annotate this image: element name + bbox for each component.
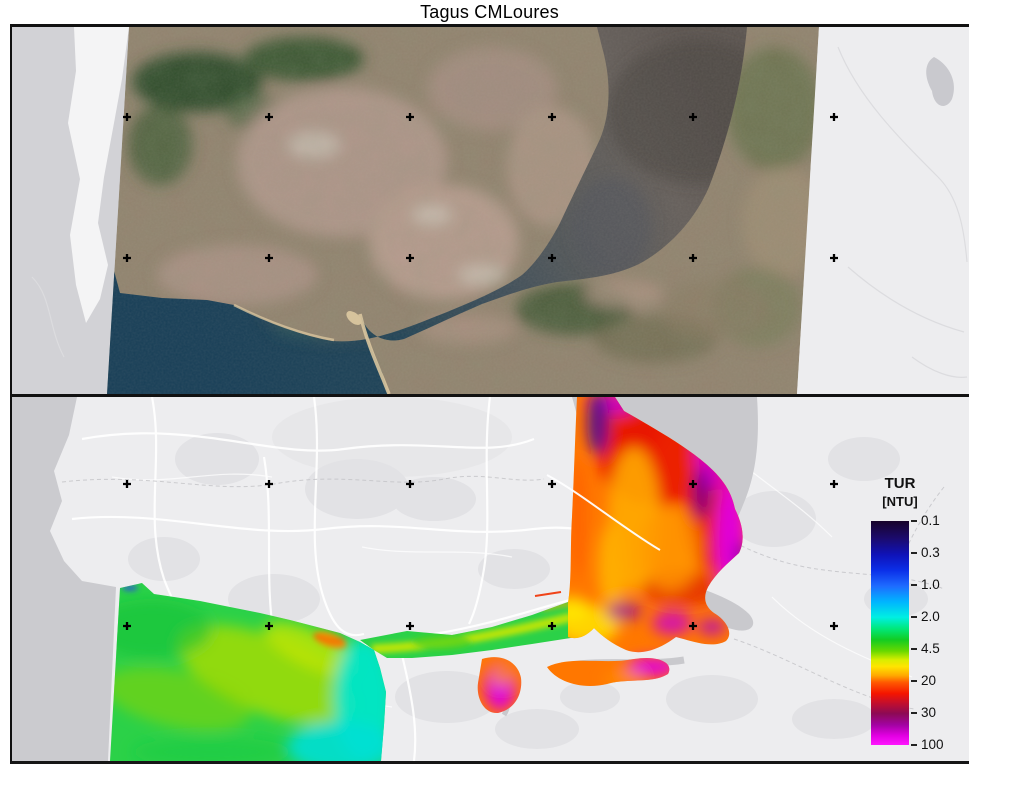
colorbar-legend: TUR [NTU] 0.1 0.3 1.0 2.0 4.5 20 30 100 xyxy=(860,475,970,752)
graticule-cross-marker xyxy=(548,622,556,630)
basemap-land-west xyxy=(68,27,129,323)
graticule-cross-marker xyxy=(265,480,273,488)
satellite-map xyxy=(12,27,969,394)
shoreline-turbidity-sliver xyxy=(534,591,562,597)
graticule-cross-marker xyxy=(123,480,131,488)
graticule-cross-marker xyxy=(830,113,838,121)
turbidity-ocean xyxy=(110,583,386,761)
graticule-cross-marker xyxy=(830,622,838,630)
graticule-cross-marker xyxy=(265,622,273,630)
graticule-markers-top xyxy=(123,113,838,262)
colorbar-gradient xyxy=(871,521,909,745)
colorbar-tick-label: 2.0 xyxy=(921,609,940,625)
graticule-cross-marker xyxy=(689,622,697,630)
colorbar-unit: [NTU] xyxy=(882,494,918,509)
colorbar-tick-label: 30 xyxy=(921,705,937,721)
colorbar-tick-dash xyxy=(911,680,917,682)
basemap-roads xyxy=(31,46,968,378)
colorbar-title: TUR xyxy=(884,475,916,492)
graticule-cross-marker xyxy=(689,113,697,121)
colorbar-tick-dash xyxy=(911,616,917,618)
colorbar-tick-label: 0.3 xyxy=(921,545,940,561)
basemap-outside-area xyxy=(12,397,116,761)
colorbar-tick-dash xyxy=(911,584,917,586)
graticule-cross-marker xyxy=(548,113,556,121)
satellite-panel xyxy=(10,24,969,394)
graticule-cross-marker xyxy=(548,480,556,488)
colorbar-tick-label: 0.1 xyxy=(921,513,940,529)
colorbar-tick-dash xyxy=(911,648,917,650)
graticule-cross-marker xyxy=(548,254,556,262)
colorbar-tick-dash xyxy=(911,552,917,554)
page-title: Tagus CMLoures xyxy=(420,2,559,22)
turbidity-panel: TUR [NTU] 0.1 0.3 1.0 2.0 4.5 20 30 100 xyxy=(10,394,969,764)
colorbar-tick-dash xyxy=(911,744,917,746)
graticule-cross-marker xyxy=(265,113,273,121)
graticule-cross-marker xyxy=(406,254,414,262)
graticule-cross-marker xyxy=(123,113,131,121)
colorbar-tick-label: 1.0 xyxy=(921,577,940,593)
graticule-cross-marker xyxy=(123,254,131,262)
reservoir-shape xyxy=(926,57,954,106)
graticule-cross-marker xyxy=(689,254,697,262)
graticule-cross-marker xyxy=(830,254,838,262)
colorbar-tick-label: 20 xyxy=(921,673,937,689)
turbidity-map xyxy=(12,397,969,761)
colorbar-tick-label: 4.5 xyxy=(921,641,940,657)
bridge-line xyxy=(546,474,661,551)
graticule-cross-marker xyxy=(689,480,697,488)
graticule-cross-marker xyxy=(830,480,838,488)
graticule-markers-bottom xyxy=(123,480,838,630)
satellite-image xyxy=(107,27,819,394)
graticule-cross-marker xyxy=(406,480,414,488)
graticule-cross-marker xyxy=(265,254,273,262)
colorbar-tick-dash xyxy=(911,520,917,522)
colorbar-tick-dash xyxy=(911,712,917,714)
graticule-cross-marker xyxy=(406,622,414,630)
colorbar-tick-label: 100 xyxy=(921,737,944,753)
graticule-cross-marker xyxy=(406,113,414,121)
graticule-cross-marker xyxy=(123,622,131,630)
